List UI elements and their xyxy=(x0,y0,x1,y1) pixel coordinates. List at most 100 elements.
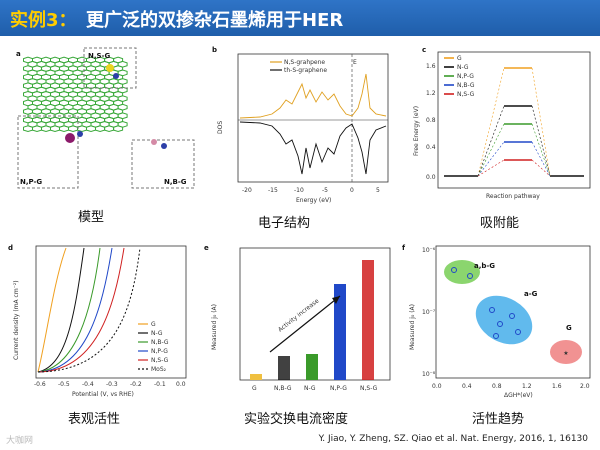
dos-xtick-1: -15 xyxy=(268,187,278,194)
legend-npg-label: N,P-G xyxy=(457,73,474,80)
activity-arrow xyxy=(269,295,341,353)
trend-ytick-1: 10⁻⁷ xyxy=(422,309,436,316)
pol-xtick-0: -0.6 xyxy=(34,381,46,388)
pol-curve-npg xyxy=(37,247,113,373)
panel-e-exchange-current: e Measured j₀ (A) Activity increase G N,… xyxy=(200,240,396,400)
point-ag-2 xyxy=(497,321,503,327)
point-abg-2 xyxy=(467,273,473,279)
pol-xtick-4: -0.2 xyxy=(130,381,142,388)
region-nb-box xyxy=(131,139,195,189)
panel-b-label: b xyxy=(212,46,217,54)
region-nb-label: N,B-G xyxy=(164,178,187,186)
fe-ytick-0: 0.0 xyxy=(426,174,436,181)
panel-b-dos: b E N,S-grahpene th-S-graphene DOS -20 -… xyxy=(210,44,392,204)
nitrogen-atom xyxy=(161,143,167,149)
pol-xlabel: Potential (V, vs RHE) xyxy=(72,391,134,398)
legend-d-ng: N-G xyxy=(151,330,163,337)
fe-path-nbg xyxy=(477,141,551,177)
title-bar: 实例3： 更广泛的双掺杂石墨烯用于HER xyxy=(0,0,600,36)
legend-d-g: G xyxy=(151,321,156,328)
legend-ng-label: N-G xyxy=(457,64,469,71)
dos-xlabel: Energy (eV) xyxy=(296,197,331,204)
legend-d-npg: N,P-G xyxy=(151,348,168,355)
legend-d-mos2: MoS₂ xyxy=(151,366,167,373)
graphene-hexagon xyxy=(50,125,60,133)
caption-b: 电子结构 xyxy=(258,216,311,231)
pol-xtick-6: 0.0 xyxy=(176,381,186,388)
graphene-hexagon xyxy=(41,125,51,133)
ex-ylabel: Measured j₀ (A) xyxy=(211,304,218,350)
panel-a-label: a xyxy=(16,50,21,58)
pol-xtick-3: -0.3 xyxy=(106,381,118,388)
graphene-hexagon xyxy=(113,125,124,133)
panel-f-activity-trend: f Measured j₀ (A) 10⁻⁶ 10⁻⁷ 10⁻⁸ ★ a,b-G… xyxy=(400,240,596,400)
dos-xtick-2: -10 xyxy=(294,187,304,194)
point-abg-1 xyxy=(451,267,457,273)
legend-g-label: G xyxy=(457,55,462,62)
fe-ytick-4: 1.6 xyxy=(426,63,436,70)
bar-npg xyxy=(334,284,346,380)
dos-xtick-4: 0 xyxy=(350,187,354,194)
nitrogen-atom xyxy=(77,131,83,137)
graphene-hexagon xyxy=(77,125,87,133)
ns-graphene-dos-curve xyxy=(239,73,387,119)
trend-frame xyxy=(435,245,591,379)
graphene-hexagon xyxy=(59,125,69,133)
point-ag-1 xyxy=(489,307,495,313)
pol-xtick-2: -0.4 xyxy=(82,381,94,388)
pol-curve-ng xyxy=(37,247,85,373)
activity-label: Activity increase xyxy=(277,297,321,333)
group-ag-label: a-G xyxy=(524,290,538,298)
panel-c-label: c xyxy=(422,46,426,54)
trend-xlabel: ΔGH*(eV) xyxy=(504,392,533,399)
pol-ylabel: Current density (mA cm⁻²) xyxy=(13,280,20,360)
caption-f: 活性趋势 xyxy=(472,412,525,427)
fermi-label: E xyxy=(353,59,357,66)
exchange-current-chart: e Measured j₀ (A) Activity increase G N,… xyxy=(204,244,391,392)
graphene-hexagon xyxy=(104,125,115,133)
trend-xtick-1: 0.4 xyxy=(462,383,472,390)
point-ag-3 xyxy=(509,313,515,319)
point-g-star: ★ xyxy=(563,350,568,357)
fe-ytick-2: 0.8 xyxy=(426,117,436,124)
pol-curve-mos2 xyxy=(37,247,141,373)
region-np-label: N,P-G xyxy=(20,178,42,186)
bar-ng xyxy=(306,354,318,380)
page-title: 更广泛的双掺杂石墨烯用于HER xyxy=(86,10,344,31)
boron-atom xyxy=(151,139,157,145)
panel-e-label: e xyxy=(204,244,209,252)
point-ag-4 xyxy=(515,329,521,335)
legend-d-nbg: N,B-G xyxy=(151,339,169,346)
fe-frame xyxy=(437,51,591,189)
group-abg-label: a,b-G xyxy=(474,262,495,270)
caption-e: 实验交换电流密度 xyxy=(244,412,349,427)
caption-c: 吸附能 xyxy=(480,216,520,231)
panel-d-label: d xyxy=(8,244,13,252)
ex-cat-4: N,S-G xyxy=(360,385,378,392)
trend-ylabel: Measured j₀ (A) xyxy=(409,304,416,350)
fe-path-nsg xyxy=(477,159,551,177)
graphene-structure: a N,S-G N,P-G N,B-G xyxy=(16,47,195,189)
legend-nsg-label: N,S-G xyxy=(457,91,475,98)
graphene-hexagon xyxy=(95,125,106,133)
fe-path-g xyxy=(477,67,551,177)
ex-cat-1: N,B-G xyxy=(274,385,292,392)
panel-d-polarization: d Current density (mA cm⁻²) G N-G N,B-G … xyxy=(6,240,192,400)
th-s-graphene-dos-curve xyxy=(239,121,387,175)
graphene-hexagon xyxy=(23,125,33,133)
panel-f-label: f xyxy=(402,244,406,252)
legend-nbg-label: N,B-G xyxy=(457,82,475,89)
graphene-hexagon xyxy=(68,125,78,133)
ex-cat-3: N,P-G xyxy=(330,385,347,392)
region-np-box xyxy=(17,115,79,189)
caption-a: 模型 xyxy=(78,210,105,225)
fe-path-ng xyxy=(477,105,551,177)
trend-ytick-0: 10⁻⁶ xyxy=(422,247,436,254)
sulfur-atom xyxy=(106,64,114,72)
activity-arrowhead xyxy=(332,296,340,304)
example-number: 实例3： xyxy=(10,10,77,31)
free-energy-chart: c Free Energy (eV) 0.0 0.4 0.8 1.2 1.6 G… xyxy=(413,46,591,200)
graphene-hexagon xyxy=(32,125,42,133)
caption-d: 表观活性 xyxy=(68,412,121,427)
region-ns-label: N,S-G xyxy=(88,52,110,60)
